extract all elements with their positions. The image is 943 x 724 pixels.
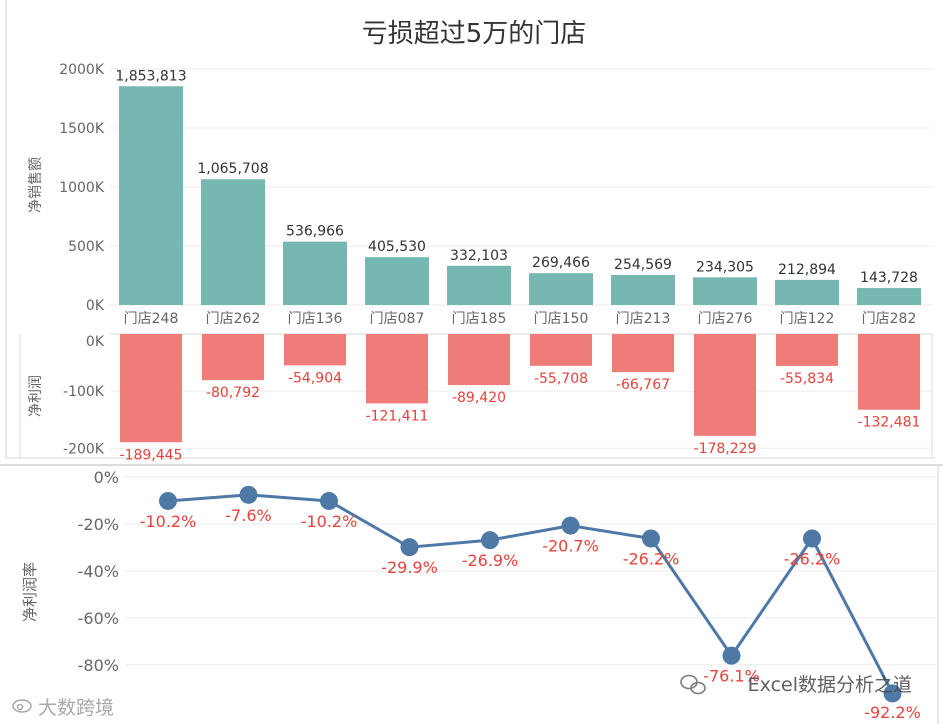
watermark-left-logo-text: 大数跨境 bbox=[38, 697, 114, 719]
category-tick-label: 门店262 bbox=[206, 311, 261, 327]
profit-data-label: -54,904 bbox=[288, 370, 342, 386]
sales-data-label: 405,530 bbox=[368, 239, 426, 255]
sales-data-label: 332,103 bbox=[450, 248, 508, 264]
category-tick-label: 门店122 bbox=[780, 311, 835, 327]
category-tick-label: 门店282 bbox=[862, 311, 917, 327]
profit-y-axis-label: 净利润 bbox=[28, 375, 44, 417]
sales-data-label: 269,466 bbox=[532, 255, 590, 271]
category-tick-label: 门店150 bbox=[534, 311, 589, 327]
watermark-right-text: Excel数据分析之道 bbox=[748, 674, 912, 696]
profit-data-label: -66,767 bbox=[616, 377, 670, 393]
margin-point bbox=[803, 529, 821, 548]
profit-bar bbox=[694, 334, 756, 436]
sales-y-tick-label: 500K bbox=[68, 239, 105, 255]
profit-bar bbox=[776, 334, 838, 366]
margin-point bbox=[481, 531, 499, 550]
category-tick-label: 门店213 bbox=[616, 311, 671, 327]
sales-bar bbox=[775, 279, 839, 305]
sales-bar-chart: 0K 500K 1000K 1500K 2000K 1,853,813 1,065,708 5… bbox=[59, 62, 932, 327]
watermarks: 大数跨境 Excel数据分析之道 bbox=[12, 674, 912, 719]
sales-data-label: 536,966 bbox=[286, 224, 344, 240]
category-tick-label: 门店276 bbox=[698, 311, 753, 327]
margin-data-label: -26.9% bbox=[462, 551, 519, 570]
profit-bar-chart: 0K -100K -200K -189,445 -80,792 -54,904 -121,4… bbox=[63, 334, 932, 463]
margin-y-tick-label: -80% bbox=[78, 656, 119, 675]
sales-y-tick-label: 1500K bbox=[59, 121, 105, 137]
profit-bar bbox=[448, 334, 510, 386]
margin-y-tick-label: 0% bbox=[94, 468, 119, 487]
margin-point bbox=[883, 684, 902, 703]
margin-data-label: -10.2% bbox=[301, 512, 358, 531]
category-tick-label: 门店087 bbox=[370, 311, 425, 327]
profit-data-label: -55,708 bbox=[534, 371, 588, 387]
sales-bar bbox=[611, 274, 675, 305]
margin-data-label: -76.1% bbox=[703, 667, 760, 686]
sales-data-label: 234,305 bbox=[696, 259, 754, 275]
profit-data-label: -121,411 bbox=[366, 408, 429, 424]
margin-y-axis-label: 净利润率 bbox=[21, 562, 39, 622]
profit-data-label: -55,834 bbox=[780, 371, 834, 387]
profit-y-tick-label: 0K bbox=[86, 334, 105, 350]
profit-bar bbox=[530, 334, 592, 366]
profit-bar bbox=[202, 334, 264, 381]
profit-data-label: -178,229 bbox=[694, 441, 757, 457]
margin-data-label: -10.2% bbox=[140, 512, 197, 531]
margin-point bbox=[159, 491, 177, 510]
sales-bar bbox=[365, 257, 429, 305]
margin-y-tick-label: -20% bbox=[78, 515, 119, 534]
profit-bar bbox=[612, 334, 674, 373]
profit-bar bbox=[284, 334, 346, 366]
sales-bar bbox=[119, 86, 183, 306]
sales-bar bbox=[693, 277, 757, 305]
sales-bar bbox=[283, 241, 347, 305]
wechat-icon bbox=[680, 674, 706, 695]
margin-data-label: -7.6% bbox=[225, 506, 271, 525]
category-tick-label: 门店136 bbox=[288, 311, 343, 327]
margin-line-chart: 0% -20% -40% -60% -80% -10.2% -7.6% -10.2% -29.9… bbox=[78, 468, 936, 722]
sales-bar bbox=[447, 265, 511, 305]
sales-y-tick-label: 0K bbox=[86, 298, 105, 314]
margin-data-label: -26.2% bbox=[784, 550, 841, 569]
profit-data-label: -89,420 bbox=[452, 390, 506, 406]
weibo-icon bbox=[12, 699, 32, 713]
sales-data-label: 143,728 bbox=[860, 270, 918, 286]
margin-y-tick-label: -40% bbox=[78, 562, 119, 581]
margin-point bbox=[642, 529, 660, 548]
category-tick-label: 门店185 bbox=[452, 311, 507, 327]
margin-data-label: -29.9% bbox=[381, 558, 438, 577]
profit-data-label: -80,792 bbox=[206, 385, 260, 401]
sales-bar bbox=[201, 179, 265, 305]
margin-data-label: -26.2% bbox=[623, 550, 680, 569]
margin-point bbox=[239, 485, 258, 504]
margin-series-line bbox=[167, 493, 894, 695]
margin-point bbox=[320, 491, 338, 510]
sales-data-label: 1,065,708 bbox=[197, 161, 268, 177]
profit-y-tick-label: -100K bbox=[63, 384, 105, 400]
profit-bar bbox=[858, 334, 920, 410]
chart-title: 亏损超过5万的门店 bbox=[362, 19, 587, 49]
sales-bar bbox=[529, 273, 593, 305]
sales-y-tick-label: 1000K bbox=[59, 180, 105, 196]
margin-point bbox=[400, 538, 419, 557]
category-tick-label: 门店248 bbox=[124, 311, 179, 327]
sales-y-tick-label: 2000K bbox=[59, 62, 105, 78]
margin-point bbox=[561, 516, 580, 535]
margin-data-label: -92.2% bbox=[864, 703, 921, 722]
profit-data-label: -132,481 bbox=[858, 415, 921, 431]
profit-y-tick-label: -200K bbox=[63, 441, 105, 457]
margin-point bbox=[722, 646, 741, 665]
sales-bar bbox=[857, 288, 921, 305]
margin-y-tick-label: -60% bbox=[78, 609, 119, 628]
sales-data-label: 212,894 bbox=[778, 262, 836, 278]
sales-data-label: 1,853,813 bbox=[115, 68, 186, 84]
profit-bar bbox=[120, 334, 182, 443]
sales-data-label: 254,569 bbox=[614, 257, 672, 273]
profit-bar bbox=[366, 334, 428, 404]
profit-data-label: -189,445 bbox=[120, 447, 183, 463]
sales-y-axis-label: 净销售额 bbox=[28, 157, 44, 213]
margin-data-label: -20.7% bbox=[542, 537, 599, 556]
